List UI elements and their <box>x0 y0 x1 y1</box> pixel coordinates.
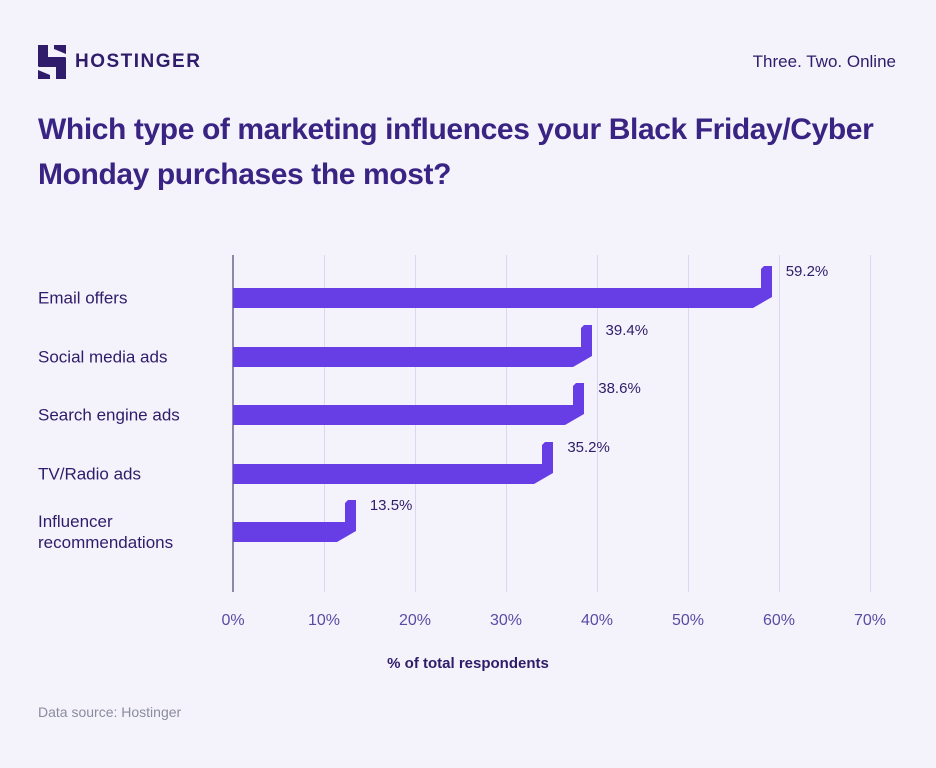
bar-value-label: 13.5% <box>369 497 413 514</box>
bar-category-label: TV/Radio ads <box>38 464 141 483</box>
bar <box>233 324 592 367</box>
bar-category-label: Email offers <box>38 288 128 308</box>
bar-category-label: Search engine ads <box>38 405 180 425</box>
x-tick-label: 30% <box>489 612 523 629</box>
hostinger-logo-icon <box>38 45 66 79</box>
x-tick-label: 70% <box>853 612 887 629</box>
gridline <box>597 255 598 592</box>
gridline <box>779 255 780 592</box>
bar-value-label: 59.2% <box>785 263 829 280</box>
bar <box>233 500 356 542</box>
x-tick-label: 20% <box>398 612 432 629</box>
header: HOSTINGER Three. Two. Online <box>38 44 896 80</box>
x-axis-title: % of total respondents <box>387 655 549 672</box>
bar <box>233 441 553 484</box>
gridline <box>870 255 871 592</box>
brand: HOSTINGER <box>38 45 201 79</box>
bar-value-label: 35.2% <box>567 438 610 456</box>
x-tick-label: 50% <box>671 612 705 629</box>
bar <box>233 383 584 425</box>
gridline <box>688 255 689 592</box>
brand-tagline: Three. Two. Online <box>752 52 896 71</box>
bar-value-label: 39.4% <box>605 321 649 339</box>
x-tick-label: 60% <box>762 612 796 629</box>
data-source: Data source: Hostinger <box>38 704 182 720</box>
brand-name: HOSTINGER <box>75 51 202 72</box>
x-tick-label: 0% <box>221 612 245 629</box>
x-tick-label: 10% <box>307 612 341 629</box>
bar-category-label: Social media ads <box>38 347 168 366</box>
x-tick-label: 40% <box>580 612 614 629</box>
bar-value-label: 38.6% <box>598 380 641 397</box>
bar-category-label: Influencer recommendations <box>38 512 174 552</box>
chart-title: Which type of marketing influences your … <box>38 113 874 191</box>
bar <box>233 266 772 308</box>
